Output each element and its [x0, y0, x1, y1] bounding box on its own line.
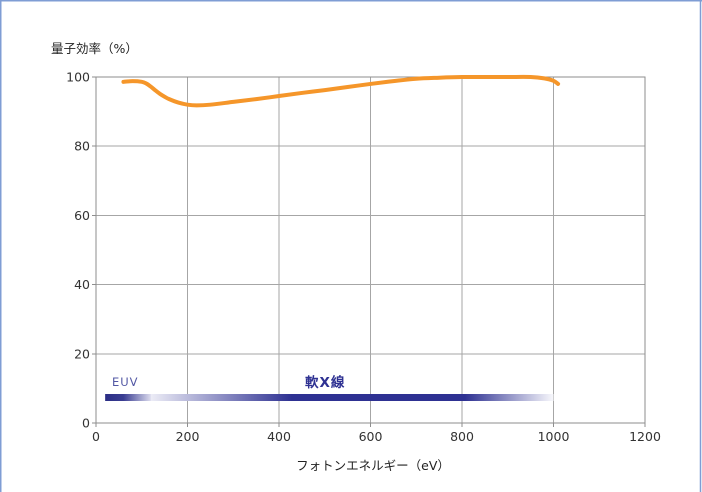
- y-tick-label: 80: [74, 139, 90, 154]
- data-point: [460, 75, 464, 79]
- data-point: [506, 75, 510, 79]
- data-point: [167, 97, 171, 101]
- x-axis-title: フォトンエネルギー（eV）: [296, 458, 450, 473]
- energy-band-bar: [105, 394, 151, 401]
- data-point: [483, 75, 487, 79]
- data-point: [323, 88, 327, 92]
- data-point: [149, 85, 153, 89]
- data-point: [368, 82, 373, 86]
- data-point: [163, 95, 167, 99]
- data-point: [176, 101, 180, 105]
- y-axis-title: 量子効率（%）: [51, 41, 138, 56]
- data-point: [300, 91, 304, 95]
- data-point: [208, 103, 212, 107]
- data-point: [391, 79, 395, 83]
- tick-labels: 0 200 400 600 800 1000 1200 0 20 40 60 80 100: [66, 70, 661, 445]
- energy-band-label: 軟X線: [305, 374, 345, 391]
- x-tick-label: 1200: [629, 429, 661, 444]
- data-point: [144, 81, 148, 86]
- data-point: [551, 79, 556, 83]
- data-point: [346, 85, 350, 89]
- x-tick-label: 1000: [538, 429, 570, 444]
- data-point: [140, 80, 144, 84]
- data-point: [556, 82, 560, 86]
- y-tick-label: 40: [74, 277, 90, 292]
- axes: [92, 76, 646, 427]
- x-tick-label: 0: [92, 429, 100, 444]
- plot-area-frame: [95, 76, 646, 424]
- data-point: [542, 76, 546, 80]
- quantum-efficiency-line: [121, 74, 561, 108]
- y-tick-label: 20: [74, 346, 90, 361]
- data-point: [185, 103, 190, 107]
- data-point: [131, 79, 135, 83]
- y-tick-label: 0: [82, 416, 90, 431]
- x-tick-label: 200: [176, 429, 200, 444]
- data-point: [231, 100, 235, 104]
- x-tick-label: 400: [267, 429, 291, 444]
- data-point: [158, 92, 162, 96]
- data-point: [121, 80, 126, 84]
- energy-bands: EUV 軟X線: [105, 374, 554, 401]
- gridlines: [95, 76, 646, 424]
- data-point: [153, 88, 158, 93]
- energy-band-label: EUV: [112, 375, 139, 389]
- energy-band-bar: [150, 394, 554, 401]
- data-point: [414, 77, 418, 81]
- y-tick-label: 100: [66, 70, 90, 85]
- data-point: [529, 75, 533, 79]
- x-tick-label: 600: [359, 429, 383, 444]
- y-tick-label: 60: [74, 208, 90, 223]
- x-tick-label: 800: [450, 429, 474, 444]
- data-point: [254, 97, 258, 101]
- data-point: [277, 94, 281, 98]
- data-point: [195, 103, 199, 107]
- series-lines: [121, 74, 561, 108]
- data-point: [437, 76, 441, 80]
